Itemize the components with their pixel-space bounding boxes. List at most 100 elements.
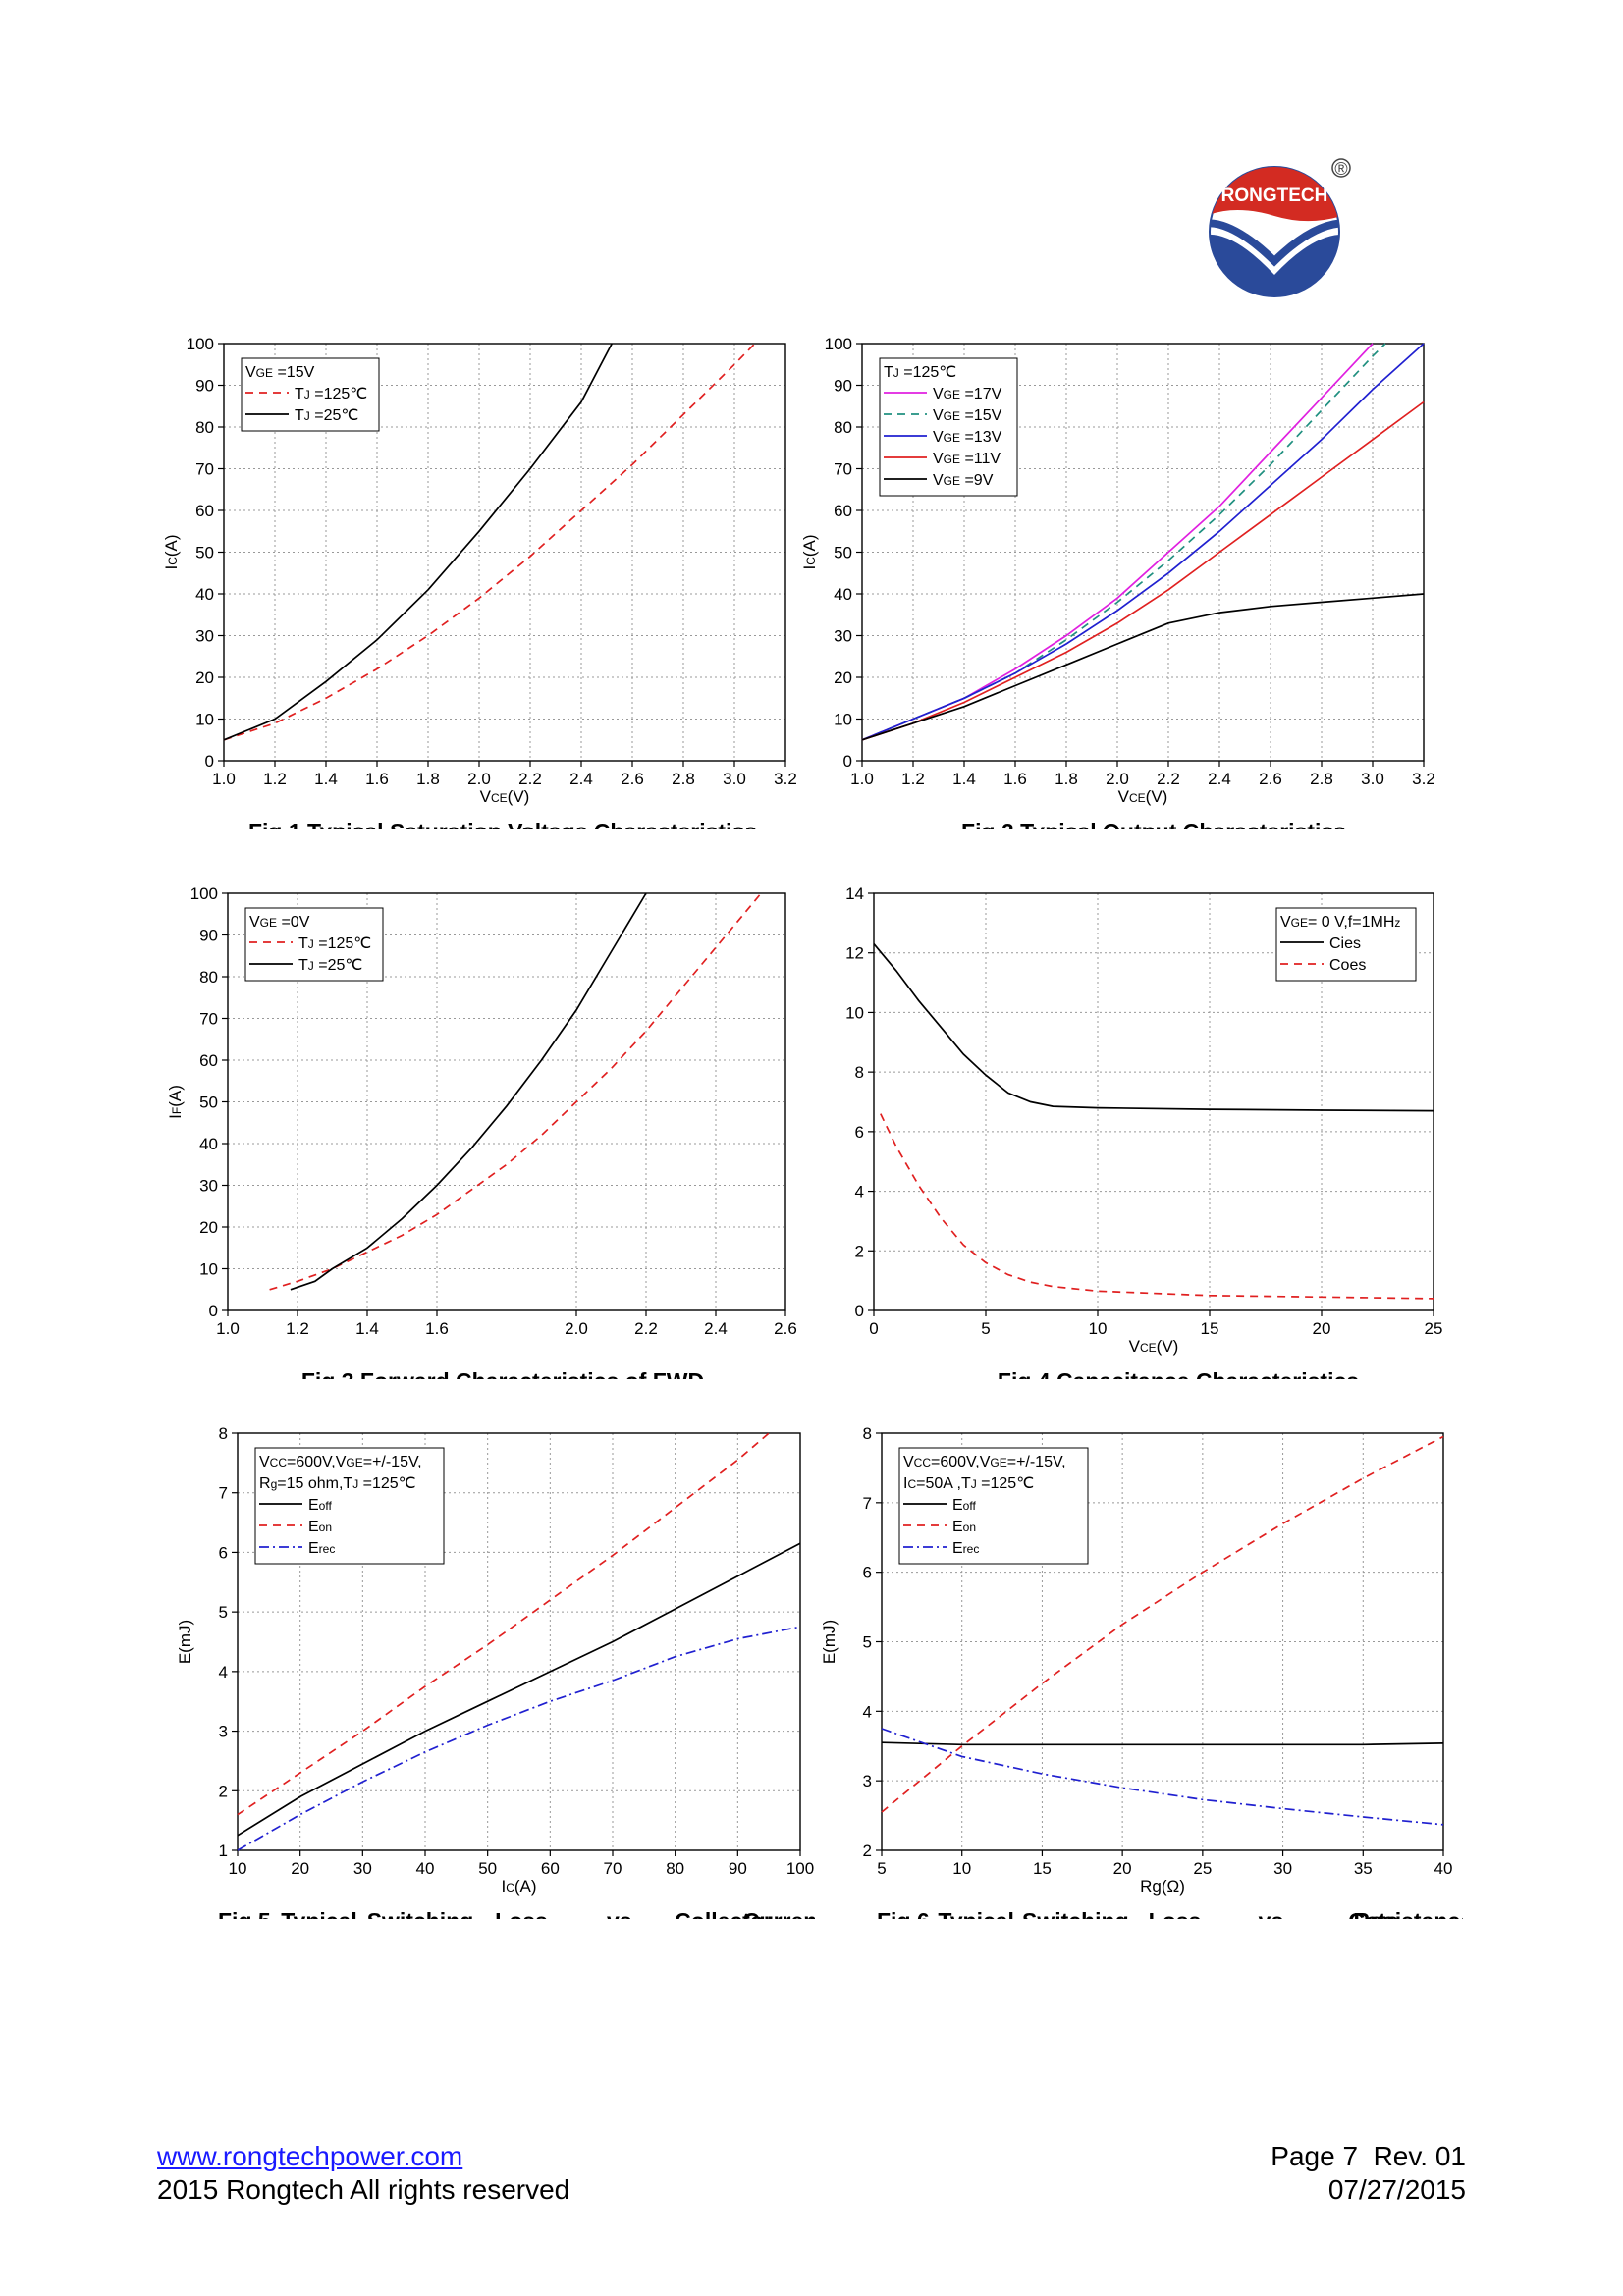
legend-title: VGE =15V xyxy=(245,364,315,381)
x-tick-label: 1.4 xyxy=(952,770,976,788)
series-lines xyxy=(873,943,1434,1300)
registered-mark: ® xyxy=(1334,159,1347,179)
y-tick-label: 60 xyxy=(199,1051,218,1070)
y-tick-label: 2 xyxy=(219,1782,228,1800)
y-tick-label: 70 xyxy=(195,460,214,479)
y-tick-label: 0 xyxy=(209,1302,218,1320)
footer-right: Page 7 Rev. 01 07/27/2015 xyxy=(1271,2140,1466,2207)
legend-label: TJ =125℃ xyxy=(298,935,371,952)
x-tick-label: 2.0 xyxy=(565,1319,588,1338)
legend-box xyxy=(244,907,384,982)
chart-title: Fig.2 Typical Output Characteristics xyxy=(961,819,1346,829)
legend-label: VGE =17V xyxy=(933,386,1002,402)
legend-label: TJ =125℃ xyxy=(295,386,367,402)
series-line-vge-11v xyxy=(861,400,1425,741)
chart-title-word: Fig.5 xyxy=(218,1908,271,1919)
legend-title: IC=50A ,TJ =125℃ xyxy=(903,1475,1034,1492)
y-tick-label: 40 xyxy=(195,585,214,604)
x-tick-label: 2.2 xyxy=(634,1319,658,1338)
y-tick-label: 50 xyxy=(199,1094,218,1112)
x-tick-label: 5 xyxy=(981,1319,990,1338)
series-line-cies xyxy=(873,943,1434,1112)
x-axis-label: VCE(V) xyxy=(1129,1337,1179,1356)
legend-label: TJ =25℃ xyxy=(298,957,362,974)
legend-label: VGE =13V xyxy=(933,429,1002,446)
y-tick-label: 30 xyxy=(199,1177,218,1196)
chart-title-word: vs. xyxy=(607,1908,638,1919)
y-axis-label-group: IC(A) xyxy=(800,534,819,569)
y-tick-label: 70 xyxy=(834,460,852,479)
legend: TJ =125℃ VGE =17V VGE =15V VGE =13V VGE =11V… xyxy=(879,357,1018,497)
y-tick-label: 80 xyxy=(199,968,218,987)
y-tick-label: 10 xyxy=(834,711,852,729)
legend-title: VGE =0V xyxy=(249,914,310,931)
website-link[interactable]: www.rongtechpower.com xyxy=(157,2141,463,2171)
x-tick-label: 3.2 xyxy=(1412,770,1435,788)
legend-title: TJ =125℃ xyxy=(884,364,956,381)
y-tick-label: 40 xyxy=(834,585,852,604)
series-line-erec xyxy=(237,1626,801,1851)
x-tick-label: 5 xyxy=(877,1859,886,1878)
y-axis-label: IC(A) xyxy=(162,534,181,569)
x-tick-label: 15 xyxy=(1201,1319,1219,1338)
legend-box xyxy=(879,357,1018,497)
y-tick-label: 4 xyxy=(855,1183,864,1201)
y-tick-label: 6 xyxy=(863,1564,872,1582)
legend-label: Coes xyxy=(1329,957,1366,974)
chart-title: Fig.6 Typical Switching Loss vs. GateResistan… xyxy=(877,1908,1463,1919)
y-tick-label: 6 xyxy=(855,1123,864,1142)
rongtech-logo: RONGTECH ® xyxy=(1209,158,1351,297)
y-tick-label: 7 xyxy=(219,1484,228,1503)
legend-label: VGE =9V xyxy=(933,472,994,489)
y-tick-label: 10 xyxy=(845,1003,864,1022)
chart-fig4-capacitance: 0 5 10 15 20 25 0 2 4 6 8 10 12 14 VCE(V) VGE= 0 V,f=1M… xyxy=(845,884,1443,1379)
chart-title: Fig.5 Typical Switching Loss vs. CollectorCur… xyxy=(218,1908,815,1919)
x-tick-label: 1.8 xyxy=(1055,770,1078,788)
y-tick-label: 30 xyxy=(195,627,214,646)
x-tick-label: 40 xyxy=(416,1859,435,1878)
x-tick-label: 10 xyxy=(952,1859,971,1878)
legend-title: Rg=15 ohm,TJ =125℃ xyxy=(259,1475,416,1492)
x-tick-label: 40 xyxy=(1434,1859,1453,1878)
y-axis-label: E(mJ) xyxy=(176,1620,194,1664)
chart-title: Fig.4 Capacitance Characteristics xyxy=(998,1368,1359,1379)
x-tick-label: 1.6 xyxy=(1003,770,1027,788)
x-tick-label: 1.4 xyxy=(314,770,338,788)
chart-title-word: Fig.6 xyxy=(877,1908,930,1919)
y-tick-label: 8 xyxy=(855,1063,864,1082)
x-tick-label: 2.2 xyxy=(1157,770,1180,788)
x-tick-label: 90 xyxy=(729,1859,747,1878)
x-tick-label: 1.0 xyxy=(216,1319,240,1338)
y-tick-label: 3 xyxy=(863,1772,872,1790)
x-tick-label: 20 xyxy=(291,1859,309,1878)
y-tick-label: 10 xyxy=(195,711,214,729)
plot-frame xyxy=(237,1432,801,1851)
y-axis-label-group: IC(A) xyxy=(162,534,181,569)
x-tick-label: 25 xyxy=(1425,1319,1443,1338)
x-tick-label: 1.8 xyxy=(416,770,440,788)
chart-fig6-switching-loss-gate: 5 10 15 20 25 30 35 40 2 3 4 5 6 7 8 Rg(Ω) E(mJ) VCC=600V… xyxy=(820,1424,1463,1919)
series-line-tj-25- xyxy=(290,892,647,1291)
legend: VGE =15V TJ =125℃ TJ =25℃ xyxy=(241,357,380,432)
y-tick-label: 4 xyxy=(863,1702,872,1721)
chart-title: Fig.3 Forward Characteristics of FWD xyxy=(301,1368,704,1379)
chart-title-word: Switching xyxy=(367,1908,474,1919)
x-tick-label: 50 xyxy=(478,1859,497,1878)
footer-left: www.rongtechpower.com 2015 Rongtech All … xyxy=(157,2140,569,2207)
x-tick-label: 0 xyxy=(869,1319,878,1338)
legend-label: Eoff xyxy=(308,1497,332,1514)
series-line-tj-25- xyxy=(223,343,613,741)
x-tick-label: 80 xyxy=(666,1859,684,1878)
x-tick-label: 2.0 xyxy=(467,770,491,788)
legend-label: Erec xyxy=(308,1540,335,1557)
y-axis-label-group: IF(A) xyxy=(166,1085,185,1119)
y-tick-label: 90 xyxy=(199,927,218,945)
x-tick-label: 2.6 xyxy=(1259,770,1282,788)
gridlines xyxy=(874,893,1434,1310)
y-tick-label: 20 xyxy=(834,668,852,687)
y-tick-label: 14 xyxy=(845,884,864,903)
chart-fig1-saturation-voltage: 1.0 1.2 1.4 1.6 1.8 2.0 2.2 2.4 2.6 2.8 3.0 3.2 0 10 2… xyxy=(162,335,797,829)
y-tick-label: 5 xyxy=(219,1603,228,1622)
x-tick-label: 1.6 xyxy=(425,1319,449,1338)
page-number: Page 7 Rev. 01 xyxy=(1271,2141,1466,2171)
